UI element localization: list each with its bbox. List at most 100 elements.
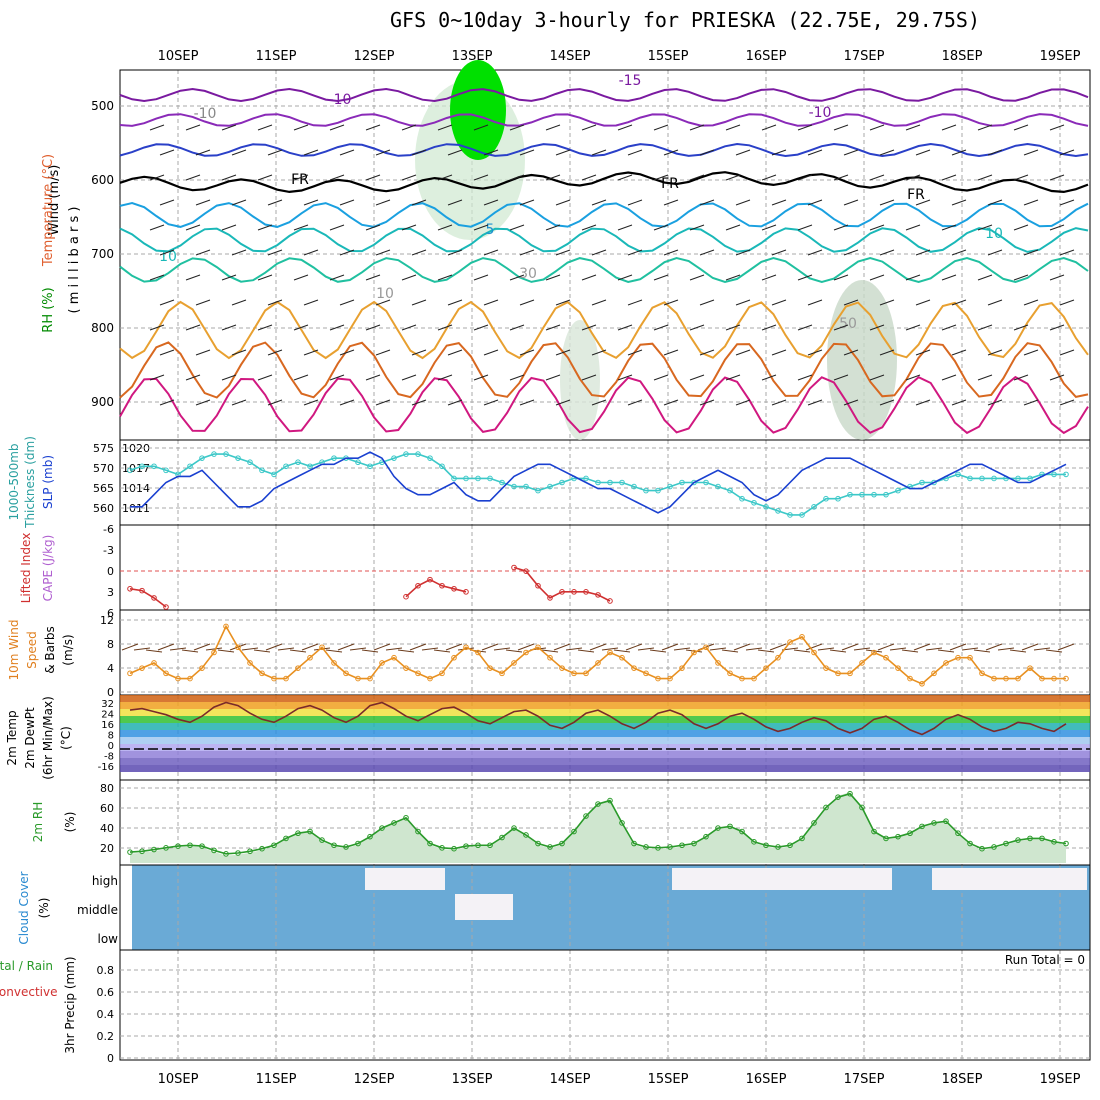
wind-barb-10m [121, 643, 139, 651]
wind-barb [483, 349, 499, 356]
rh-point [823, 804, 829, 811]
wind-barb-10m [1009, 649, 1027, 653]
wind-barb [473, 224, 489, 231]
wind-speed-point [331, 660, 337, 666]
wind-barb [185, 274, 201, 281]
panel-cloud [119, 864, 1091, 951]
wind-barb [869, 124, 885, 131]
thickness-point [655, 487, 661, 494]
wind-barb [365, 124, 381, 131]
wind-barb [159, 299, 175, 306]
wind-barb [1049, 374, 1065, 381]
bottom-date-label: 16SEP [746, 1072, 787, 1087]
top-date-label: 13SEP [452, 49, 493, 64]
wind-barb-10m [313, 647, 331, 651]
lifted-index-point [547, 595, 553, 601]
precip-axis-label: Convective [0, 985, 57, 999]
wind-speed-point [715, 660, 721, 666]
wind-barb [735, 149, 751, 156]
wind-barb-10m [397, 649, 415, 653]
pressure-tick-label: 500 [91, 99, 114, 113]
wind-speed-point [847, 670, 853, 677]
wind-barb [149, 324, 165, 331]
wind-barb-10m [1057, 643, 1075, 651]
wind-barb [149, 174, 165, 181]
rh-point [307, 828, 313, 835]
wind-barb [987, 399, 1003, 406]
rh-point [343, 844, 349, 850]
wind-barb [401, 324, 417, 331]
wind-barb [483, 299, 499, 306]
wind-speed-point [463, 644, 469, 651]
wind-speed-point [643, 670, 649, 677]
wind-barb [1049, 124, 1065, 131]
rh-tick: 20 [100, 842, 114, 855]
thickness-point [187, 463, 193, 470]
wind-speed-point [175, 675, 181, 682]
wind-barb [843, 249, 859, 256]
rh-axis-label: 2m RH [31, 802, 45, 843]
wind-barb [627, 149, 643, 156]
thickness-point [451, 475, 457, 482]
wind-barb [555, 199, 571, 206]
wind-barb-10m [445, 643, 463, 651]
wind-speed-point [919, 680, 925, 687]
wind-barb-10m [997, 647, 1015, 651]
pressure-tick-label: 900 [91, 395, 114, 409]
wind-barb [149, 124, 165, 131]
wind-barb [375, 249, 391, 256]
rh-point [811, 820, 817, 826]
wind-speed-point [703, 644, 709, 651]
wind-barb-10m [517, 643, 535, 651]
wind-barb-10m [505, 649, 523, 653]
wind-speed-point [379, 660, 385, 666]
wind-barb [411, 149, 427, 156]
thickness-point [715, 483, 721, 490]
wind-barb-10m [193, 643, 211, 651]
rh-point [835, 794, 841, 800]
wind-barb [437, 374, 453, 381]
rh-point [727, 823, 733, 830]
wind-speed-point [535, 644, 541, 651]
thickness-point [931, 479, 937, 486]
wind-barb [365, 174, 381, 181]
wind-barb [401, 374, 417, 381]
panel-frame [119, 524, 1091, 611]
wind-barb [545, 224, 561, 231]
wind-barb [473, 324, 489, 331]
thickness-point [223, 451, 229, 457]
rh-point [151, 846, 157, 853]
rh-point [607, 797, 613, 804]
wind-barb [195, 299, 211, 306]
top-date-label: 16SEP [746, 49, 787, 64]
thickness-point [487, 475, 493, 482]
wind-barb [951, 299, 967, 306]
wind-barb [869, 324, 885, 331]
contour-label: -15 [619, 73, 642, 89]
lifted-index-point [439, 582, 445, 589]
rh-point [415, 828, 421, 835]
wind-barb [951, 249, 967, 256]
temp-axis-label: (°C) [59, 726, 73, 750]
thickness-point [595, 479, 601, 486]
wind-barb-10m [913, 643, 931, 651]
wind-barb-10m [493, 647, 511, 651]
wind-barb [159, 199, 175, 206]
wind-barb [293, 174, 309, 181]
wind-barb [905, 174, 921, 181]
wind-barb [447, 349, 463, 356]
thickness-point [751, 499, 757, 506]
wind-barb [257, 174, 273, 181]
wind-barb-10m [865, 649, 883, 653]
wind-barb [555, 399, 571, 406]
thickness-tick: 565 [93, 482, 114, 495]
rh-point [631, 840, 637, 847]
lifted-index-point [163, 604, 169, 610]
wind-speed-point [691, 649, 697, 656]
wind-barb [519, 299, 535, 306]
wind-barb-10m [145, 649, 163, 653]
thickness-point [727, 487, 733, 494]
thickness-point [919, 479, 925, 486]
thickness-point [775, 508, 781, 514]
wind-speed-point [679, 665, 685, 671]
